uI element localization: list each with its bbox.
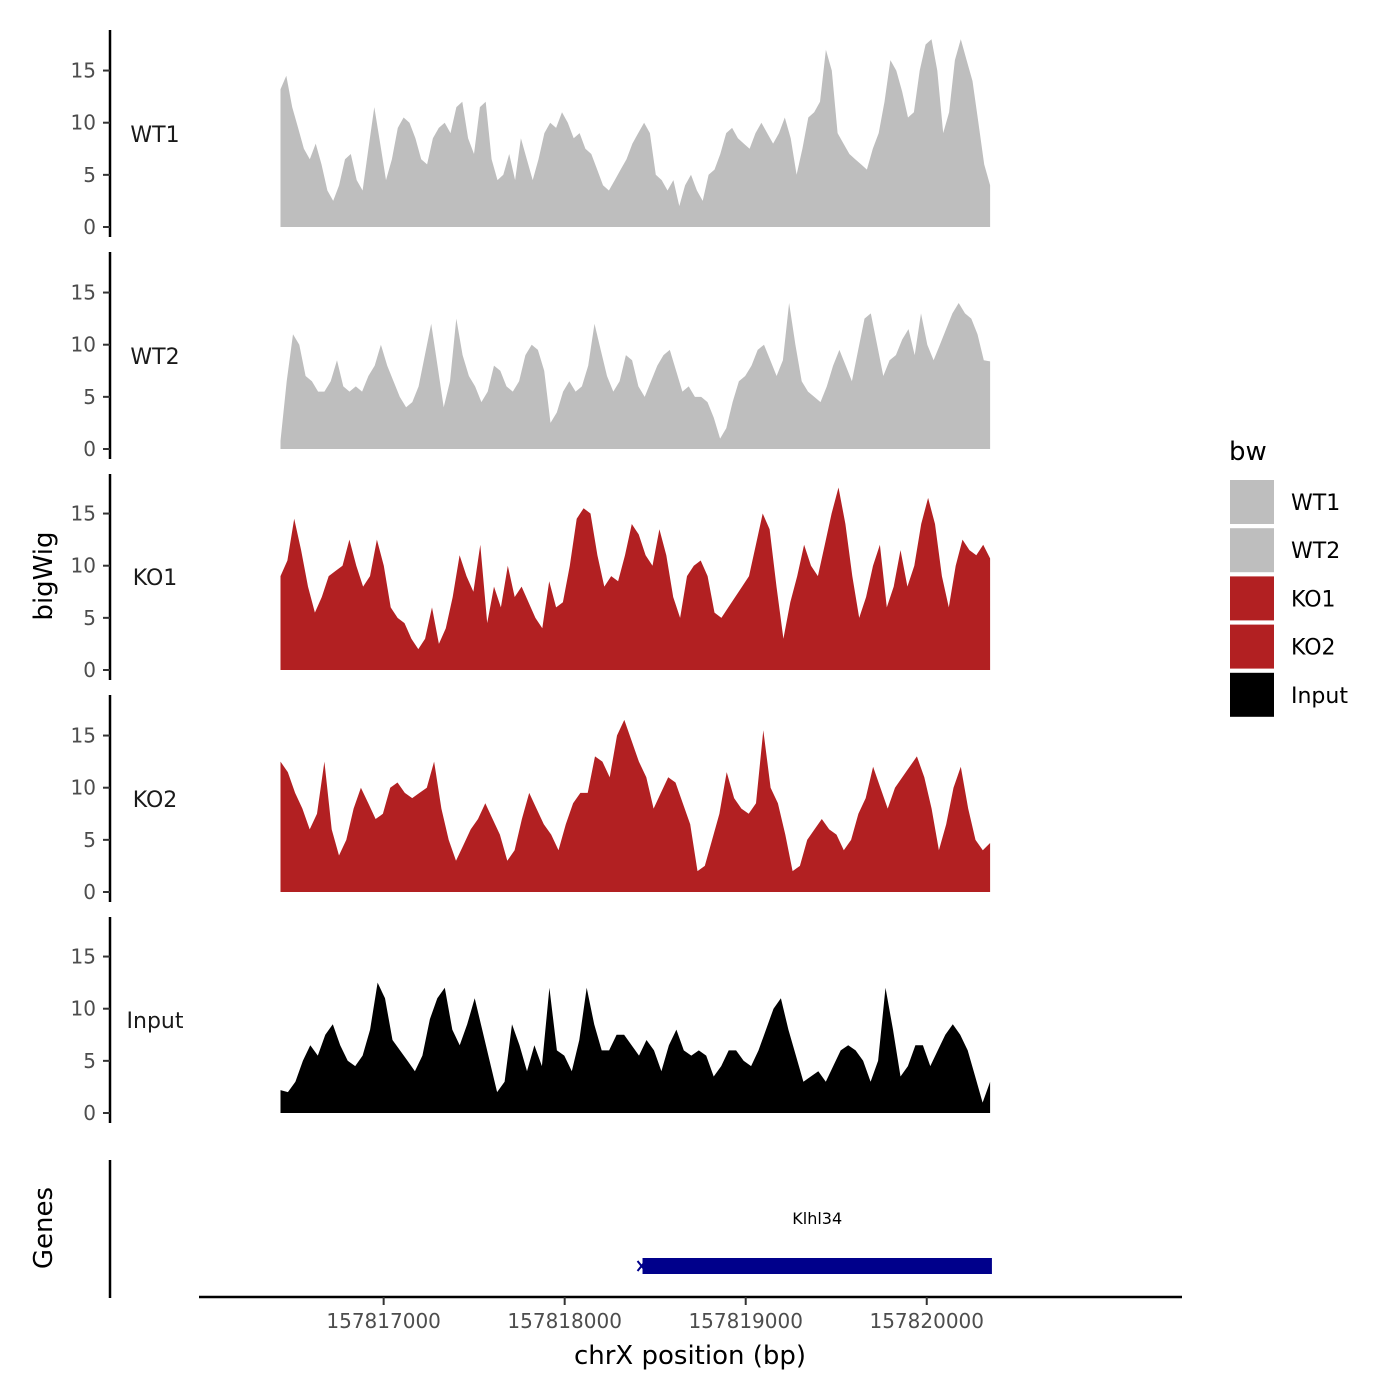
gene-strand-marker-icon [636, 1260, 647, 1272]
area-wt1 [280, 39, 991, 227]
y-tick-label: 0 [83, 437, 96, 461]
track-label-wt1: WT1 [130, 123, 179, 148]
legend-label: KO1 [1291, 587, 1336, 612]
y-tick-label: 0 [83, 658, 96, 682]
x-axis-title: chrX position (bp) [574, 1341, 806, 1371]
legend-item-wt2: WT2 [1230, 528, 1340, 573]
y-tick-label: 15 [71, 502, 96, 526]
legend-label: Input [1291, 684, 1348, 709]
genes-panel-title: Genes [29, 1187, 59, 1269]
legend-item-wt1: WT1 [1230, 480, 1340, 524]
x-axis: 157817000 157818000 157819000 157820000 chr… [199, 1295, 1182, 1371]
y-tick-label: 15 [71, 945, 96, 969]
y-tick-label: 10 [71, 333, 96, 357]
y-tick-label: 5 [83, 163, 96, 187]
y-tick-label: 15 [71, 724, 96, 748]
gene-items: Klhl34 [636, 1209, 992, 1274]
y-tick-label: 5 [83, 385, 96, 409]
legend-item-ko1: KO1 [1230, 576, 1336, 621]
legend-swatch [1230, 672, 1274, 717]
legend-item-input: Input [1230, 672, 1348, 717]
y-tick-label: 10 [71, 776, 96, 800]
legend-label: WT2 [1291, 539, 1340, 564]
legend-items: WT1 WT2 KO1 KO2 Input [1230, 480, 1348, 717]
legend-swatch [1230, 528, 1274, 573]
y-tick-label: 10 [71, 997, 96, 1021]
legend-swatch [1230, 480, 1274, 524]
track-label-wt2: WT2 [130, 345, 179, 370]
gene-body [642, 1258, 992, 1274]
x-tick-label: 157819000 [688, 1309, 803, 1333]
track-ko1: 0 5 10 15 KO1 [71, 474, 991, 682]
y-tick-label: 0 [83, 215, 96, 239]
area-ko2 [280, 719, 991, 892]
y-tick-label: 15 [71, 281, 96, 305]
y-tick-label: 15 [71, 59, 96, 83]
track-input: 0 5 10 15 Input [71, 917, 991, 1125]
bigwig-tracks: 0 5 10 15 WT1 0 5 10 15 WT2 0 5 10 15 KO1 0 5 10 15 KO2 0 5 10… [71, 30, 991, 1125]
y-tick-label: 5 [83, 1049, 96, 1073]
legend-label: KO2 [1291, 636, 1336, 661]
x-axis-ticks: 157817000 157818000 157819000 157820000 [326, 1297, 984, 1333]
track-wt2: 0 5 10 15 WT2 [71, 252, 991, 461]
y-tick-label: 10 [71, 111, 96, 135]
y-tick-label: 10 [71, 554, 96, 578]
y-axis-title: bigWig [29, 531, 59, 620]
legend-item-ko2: KO2 [1230, 624, 1336, 669]
area-wt2 [280, 303, 991, 449]
x-tick-label: 157817000 [326, 1309, 441, 1333]
legend-label: WT1 [1291, 491, 1340, 516]
track-label-input: Input [127, 1009, 184, 1034]
genes-panel: Genes Klhl34 [29, 1160, 992, 1298]
x-tick-label: 157820000 [869, 1309, 984, 1333]
legend-title: bw [1229, 437, 1267, 467]
legend: bw WT1 WT2 KO1 KO2 Input [1229, 437, 1348, 717]
track-ko2: 0 5 10 15 KO2 [71, 695, 991, 904]
area-ko1 [280, 487, 991, 670]
y-tick-label: 5 [83, 828, 96, 852]
track-wt1: 0 5 10 15 WT1 [71, 30, 991, 239]
legend-swatch [1230, 624, 1274, 669]
legend-swatch [1230, 576, 1274, 621]
track-label-ko2: KO2 [133, 788, 178, 813]
track-label-ko1: KO1 [133, 566, 178, 591]
y-tick-label: 0 [83, 1101, 96, 1125]
gene-label: Klhl34 [792, 1209, 842, 1228]
area-input [280, 982, 991, 1113]
x-tick-label: 157818000 [507, 1309, 622, 1333]
gene-klhl34: Klhl34 [636, 1209, 992, 1274]
y-tick-label: 0 [83, 880, 96, 904]
y-tick-label: 5 [83, 606, 96, 630]
